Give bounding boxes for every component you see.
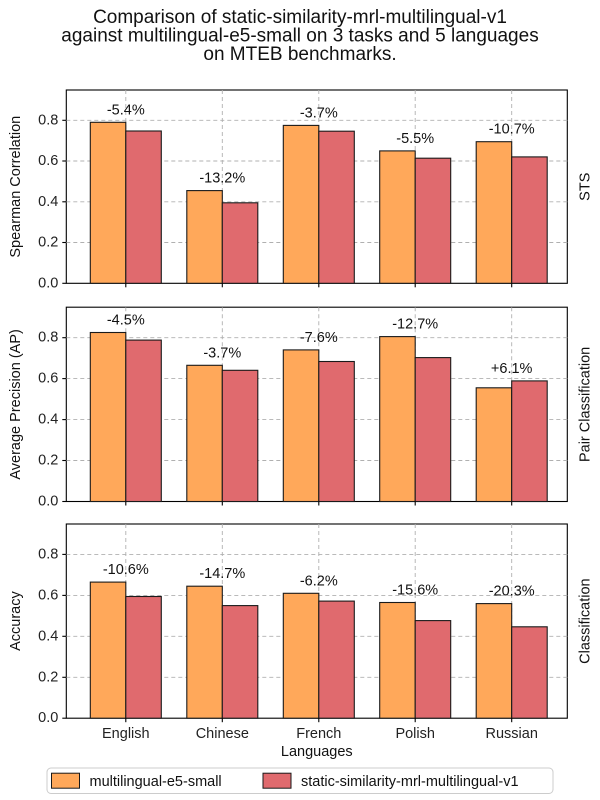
svg-text:0.8: 0.8 <box>38 330 58 346</box>
svg-text:Chinese: Chinese <box>196 726 249 742</box>
svg-text:0.2: 0.2 <box>38 669 58 685</box>
svg-text:English: English <box>102 726 150 742</box>
svg-text:0.8: 0.8 <box>38 546 58 562</box>
svg-text:-20.3%: -20.3% <box>489 584 535 600</box>
svg-text:0.6: 0.6 <box>38 587 58 603</box>
svg-text:0.0: 0.0 <box>38 710 58 726</box>
svg-text:0.2: 0.2 <box>38 235 58 251</box>
svg-text:multilingual-e5-small: multilingual-e5-small <box>90 774 222 790</box>
svg-text:0.4: 0.4 <box>38 412 58 428</box>
svg-text:-3.7%: -3.7% <box>300 105 338 121</box>
svg-text:0.2: 0.2 <box>38 453 58 469</box>
svg-text:STS: STS <box>577 173 593 201</box>
svg-text:0.6: 0.6 <box>38 153 58 169</box>
svg-text:0.6: 0.6 <box>38 371 58 387</box>
svg-text:0.0: 0.0 <box>38 494 58 510</box>
svg-text:-12.7%: -12.7% <box>392 317 438 333</box>
svg-text:-10.7%: -10.7% <box>489 122 535 138</box>
svg-text:Spearman Correlation: Spearman Correlation <box>8 116 24 258</box>
svg-text:Russian: Russian <box>486 726 538 742</box>
svg-text:-14.7%: -14.7% <box>199 566 245 582</box>
svg-text:-5.4%: -5.4% <box>107 102 145 118</box>
svg-text:-15.6%: -15.6% <box>392 583 438 599</box>
svg-text:-7.6%: -7.6% <box>300 330 338 346</box>
svg-text:0.4: 0.4 <box>38 194 58 210</box>
svg-text:-6.2%: -6.2% <box>300 573 338 589</box>
svg-text:0.8: 0.8 <box>38 112 58 128</box>
svg-text:on MTEB benchmarks.: on MTEB benchmarks. <box>203 44 396 65</box>
svg-text:Pair Classification: Pair Classification <box>577 347 593 462</box>
svg-text:Classification: Classification <box>577 578 593 663</box>
svg-text:Polish: Polish <box>395 726 435 742</box>
svg-text:French: French <box>296 726 341 742</box>
svg-text:+6.1%: +6.1% <box>491 361 533 377</box>
svg-text:0.4: 0.4 <box>38 628 58 644</box>
svg-text:Languages: Languages <box>281 744 353 760</box>
svg-text:-3.7%: -3.7% <box>203 345 241 361</box>
svg-text:-4.5%: -4.5% <box>107 313 145 329</box>
svg-text:static-similarity-mrl-multilin: static-similarity-mrl-multilingual-v1 <box>301 774 519 790</box>
svg-text:-13.2%: -13.2% <box>199 171 245 187</box>
svg-text:Accuracy: Accuracy <box>8 591 24 651</box>
svg-text:-10.6%: -10.6% <box>103 562 149 578</box>
svg-text:Average Precision (AP): Average Precision (AP) <box>8 329 24 479</box>
svg-text:0.0: 0.0 <box>38 275 58 291</box>
svg-text:-5.5%: -5.5% <box>396 131 434 147</box>
